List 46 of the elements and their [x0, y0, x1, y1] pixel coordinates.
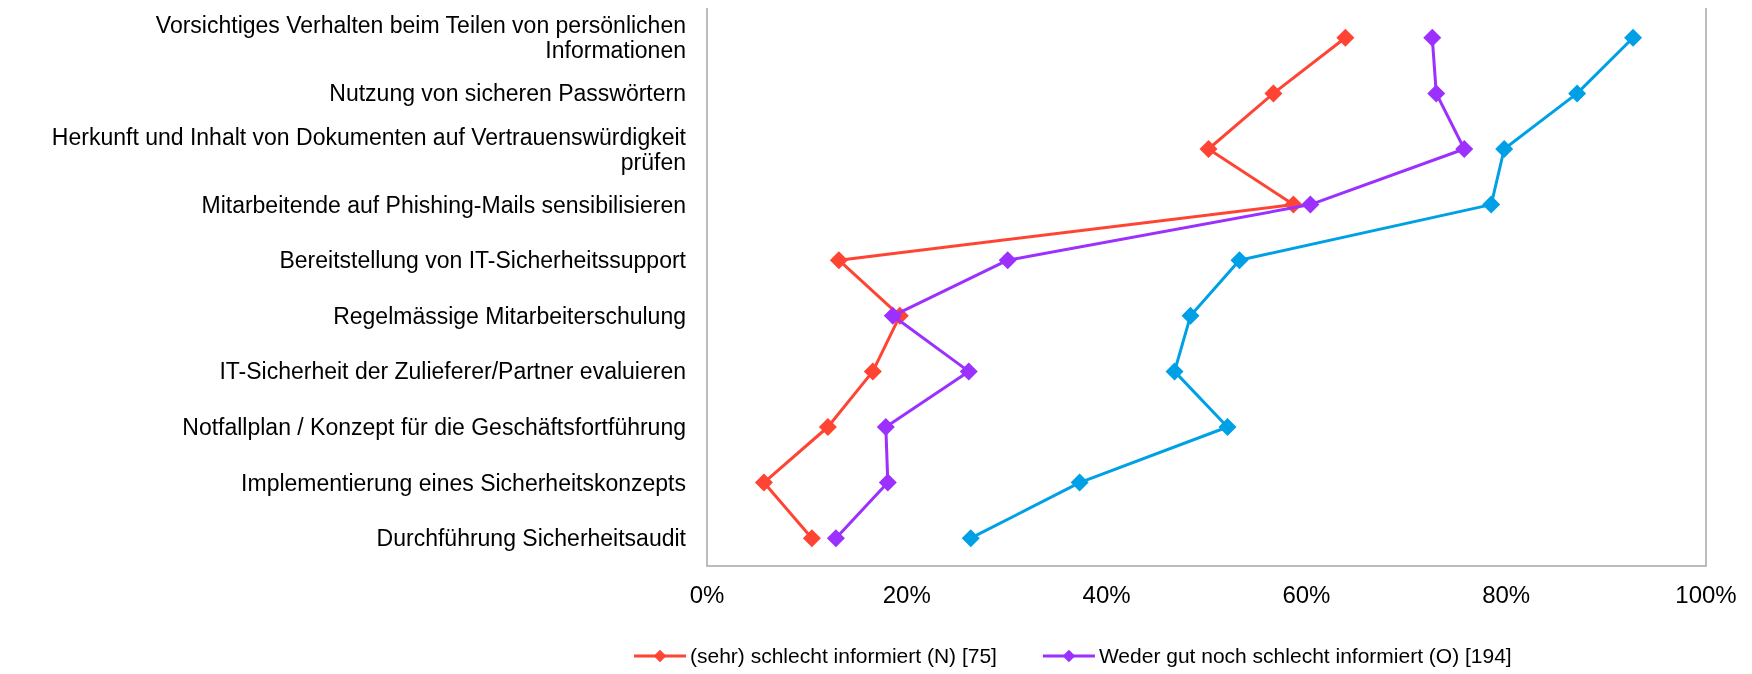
point [998, 251, 1017, 270]
y-tick-label: Regelmässige Mitarbeiterschulung [333, 302, 686, 329]
point [802, 529, 821, 548]
y-tick-label: Nutzung von sicheren Passwörtern [329, 80, 686, 107]
y-tick-label: Herkunft und Inhalt von Dokumenten auf Vertrauenswürdigkeit prüfen [51, 123, 687, 175]
y-tick-label: IT-Sicherheit der Zulieferer/Partner evaluieren [219, 358, 686, 385]
x-tick-label: 100% [1675, 581, 1737, 609]
point [1070, 473, 1089, 492]
y-tick-label: Vorsichtiges Verhalten beim Teilen von persönlichen Informationen [155, 12, 686, 64]
point [1199, 140, 1218, 158]
y-tick-label: Durchführung Sicherheitsaudit [376, 525, 687, 552]
point [1165, 362, 1184, 381]
x-tick-label: 20% [882, 581, 931, 609]
point [1301, 195, 1320, 214]
point [754, 473, 773, 492]
x-tick-label: 80% [1482, 581, 1531, 609]
point [878, 473, 897, 492]
y-tick-label: Bereitstellung von IT-Sicherheitssupport [279, 247, 687, 274]
point [1624, 28, 1643, 47]
point [1568, 84, 1587, 103]
point [829, 251, 848, 270]
point [961, 529, 980, 548]
y-tick-label: Mitarbeitende auf Phishing-Mails sensibilisieren [201, 191, 686, 218]
point [959, 362, 978, 381]
point [1455, 140, 1474, 158]
point [883, 306, 902, 325]
point [1427, 84, 1446, 103]
y-tick-label: Notfallplan / Konzept für die Geschäftsfortführung [182, 414, 686, 441]
legend-label: Weder gut noch schlecht informiert (O) [194] [1098, 644, 1512, 668]
point [1218, 418, 1237, 436]
point [826, 529, 845, 548]
point [1230, 251, 1249, 270]
point [1495, 140, 1514, 158]
point [863, 362, 882, 381]
point [876, 418, 895, 436]
point [1336, 28, 1355, 47]
point [1482, 195, 1501, 214]
point [1264, 84, 1283, 103]
y-tick-label: Implementierung eines Sicherheitskonzepts [241, 469, 686, 496]
x-tick-label: 40% [1082, 581, 1131, 609]
x-tick-label: 0% [689, 581, 725, 609]
point [818, 418, 837, 436]
legend-label: (sehr) schlecht informiert (N) [75] [690, 644, 997, 668]
x-tick-label: 60% [1282, 581, 1331, 609]
point [1423, 28, 1442, 47]
point [1181, 306, 1200, 325]
